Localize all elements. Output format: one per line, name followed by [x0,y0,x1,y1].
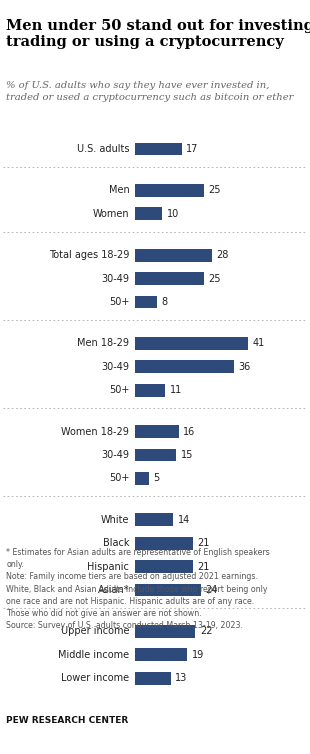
Bar [135,143,182,155]
Text: 17: 17 [186,144,198,154]
Bar [135,648,187,661]
Text: White: White [101,515,129,525]
Bar [135,272,204,285]
Text: 8: 8 [161,297,167,307]
Text: Men 18-29: Men 18-29 [77,339,129,348]
Text: Black: Black [103,538,129,548]
Text: 11: 11 [170,385,182,395]
Text: Lower income: Lower income [61,673,129,683]
Bar [135,672,171,685]
Text: % of U.S. adults who say they have ever invested in,
traded or used a cryptocurr: % of U.S. adults who say they have ever … [6,81,294,102]
Text: Men under 50 stand out for investing in,
trading or using a cryptocurrency: Men under 50 stand out for investing in,… [6,19,310,49]
Text: Women 18-29: Women 18-29 [61,427,129,437]
Bar [135,384,165,397]
Text: * Estimates for Asian adults are representative of English speakers
only.
Note: : * Estimates for Asian adults are represe… [6,548,270,630]
Text: 22: 22 [200,627,212,636]
Bar [135,296,157,308]
Text: Asian*: Asian* [98,585,129,595]
Text: Middle income: Middle income [58,650,129,660]
Text: 21: 21 [197,562,210,572]
Bar [135,513,173,526]
Text: 30-49: 30-49 [101,362,129,372]
Text: 50+: 50+ [109,385,129,395]
Text: 25: 25 [208,274,221,284]
Bar [135,472,148,485]
Text: 19: 19 [192,650,204,660]
Text: 50+: 50+ [109,474,129,483]
Text: 14: 14 [178,515,190,525]
Bar [135,449,176,461]
Text: Total ages 18-29: Total ages 18-29 [49,250,129,260]
Text: 13: 13 [175,673,187,683]
Text: Upper income: Upper income [61,627,129,636]
Text: 21: 21 [197,538,210,548]
Text: 25: 25 [208,185,221,195]
Text: 41: 41 [252,339,264,348]
Text: Hispanic: Hispanic [87,562,129,572]
Bar [135,184,204,197]
Text: Men: Men [108,185,129,195]
Bar [135,360,234,373]
Text: 36: 36 [238,362,251,372]
Bar [135,625,196,638]
Text: 24: 24 [205,585,218,595]
Text: 50+: 50+ [109,297,129,307]
Text: 15: 15 [180,450,193,460]
Text: Women: Women [93,209,129,219]
Bar [135,425,179,438]
Bar [135,249,212,262]
Text: 28: 28 [216,250,229,260]
Text: PEW RESEARCH CENTER: PEW RESEARCH CENTER [6,716,128,725]
Text: 30-49: 30-49 [101,450,129,460]
Text: U.S. adults: U.S. adults [77,144,129,154]
Bar [135,560,193,573]
Text: 10: 10 [167,209,179,219]
Bar [135,337,248,350]
Bar [135,584,201,596]
Text: 5: 5 [153,474,159,483]
Bar [135,207,162,220]
Text: 16: 16 [183,427,196,437]
Bar [135,537,193,550]
Text: 30-49: 30-49 [101,274,129,284]
